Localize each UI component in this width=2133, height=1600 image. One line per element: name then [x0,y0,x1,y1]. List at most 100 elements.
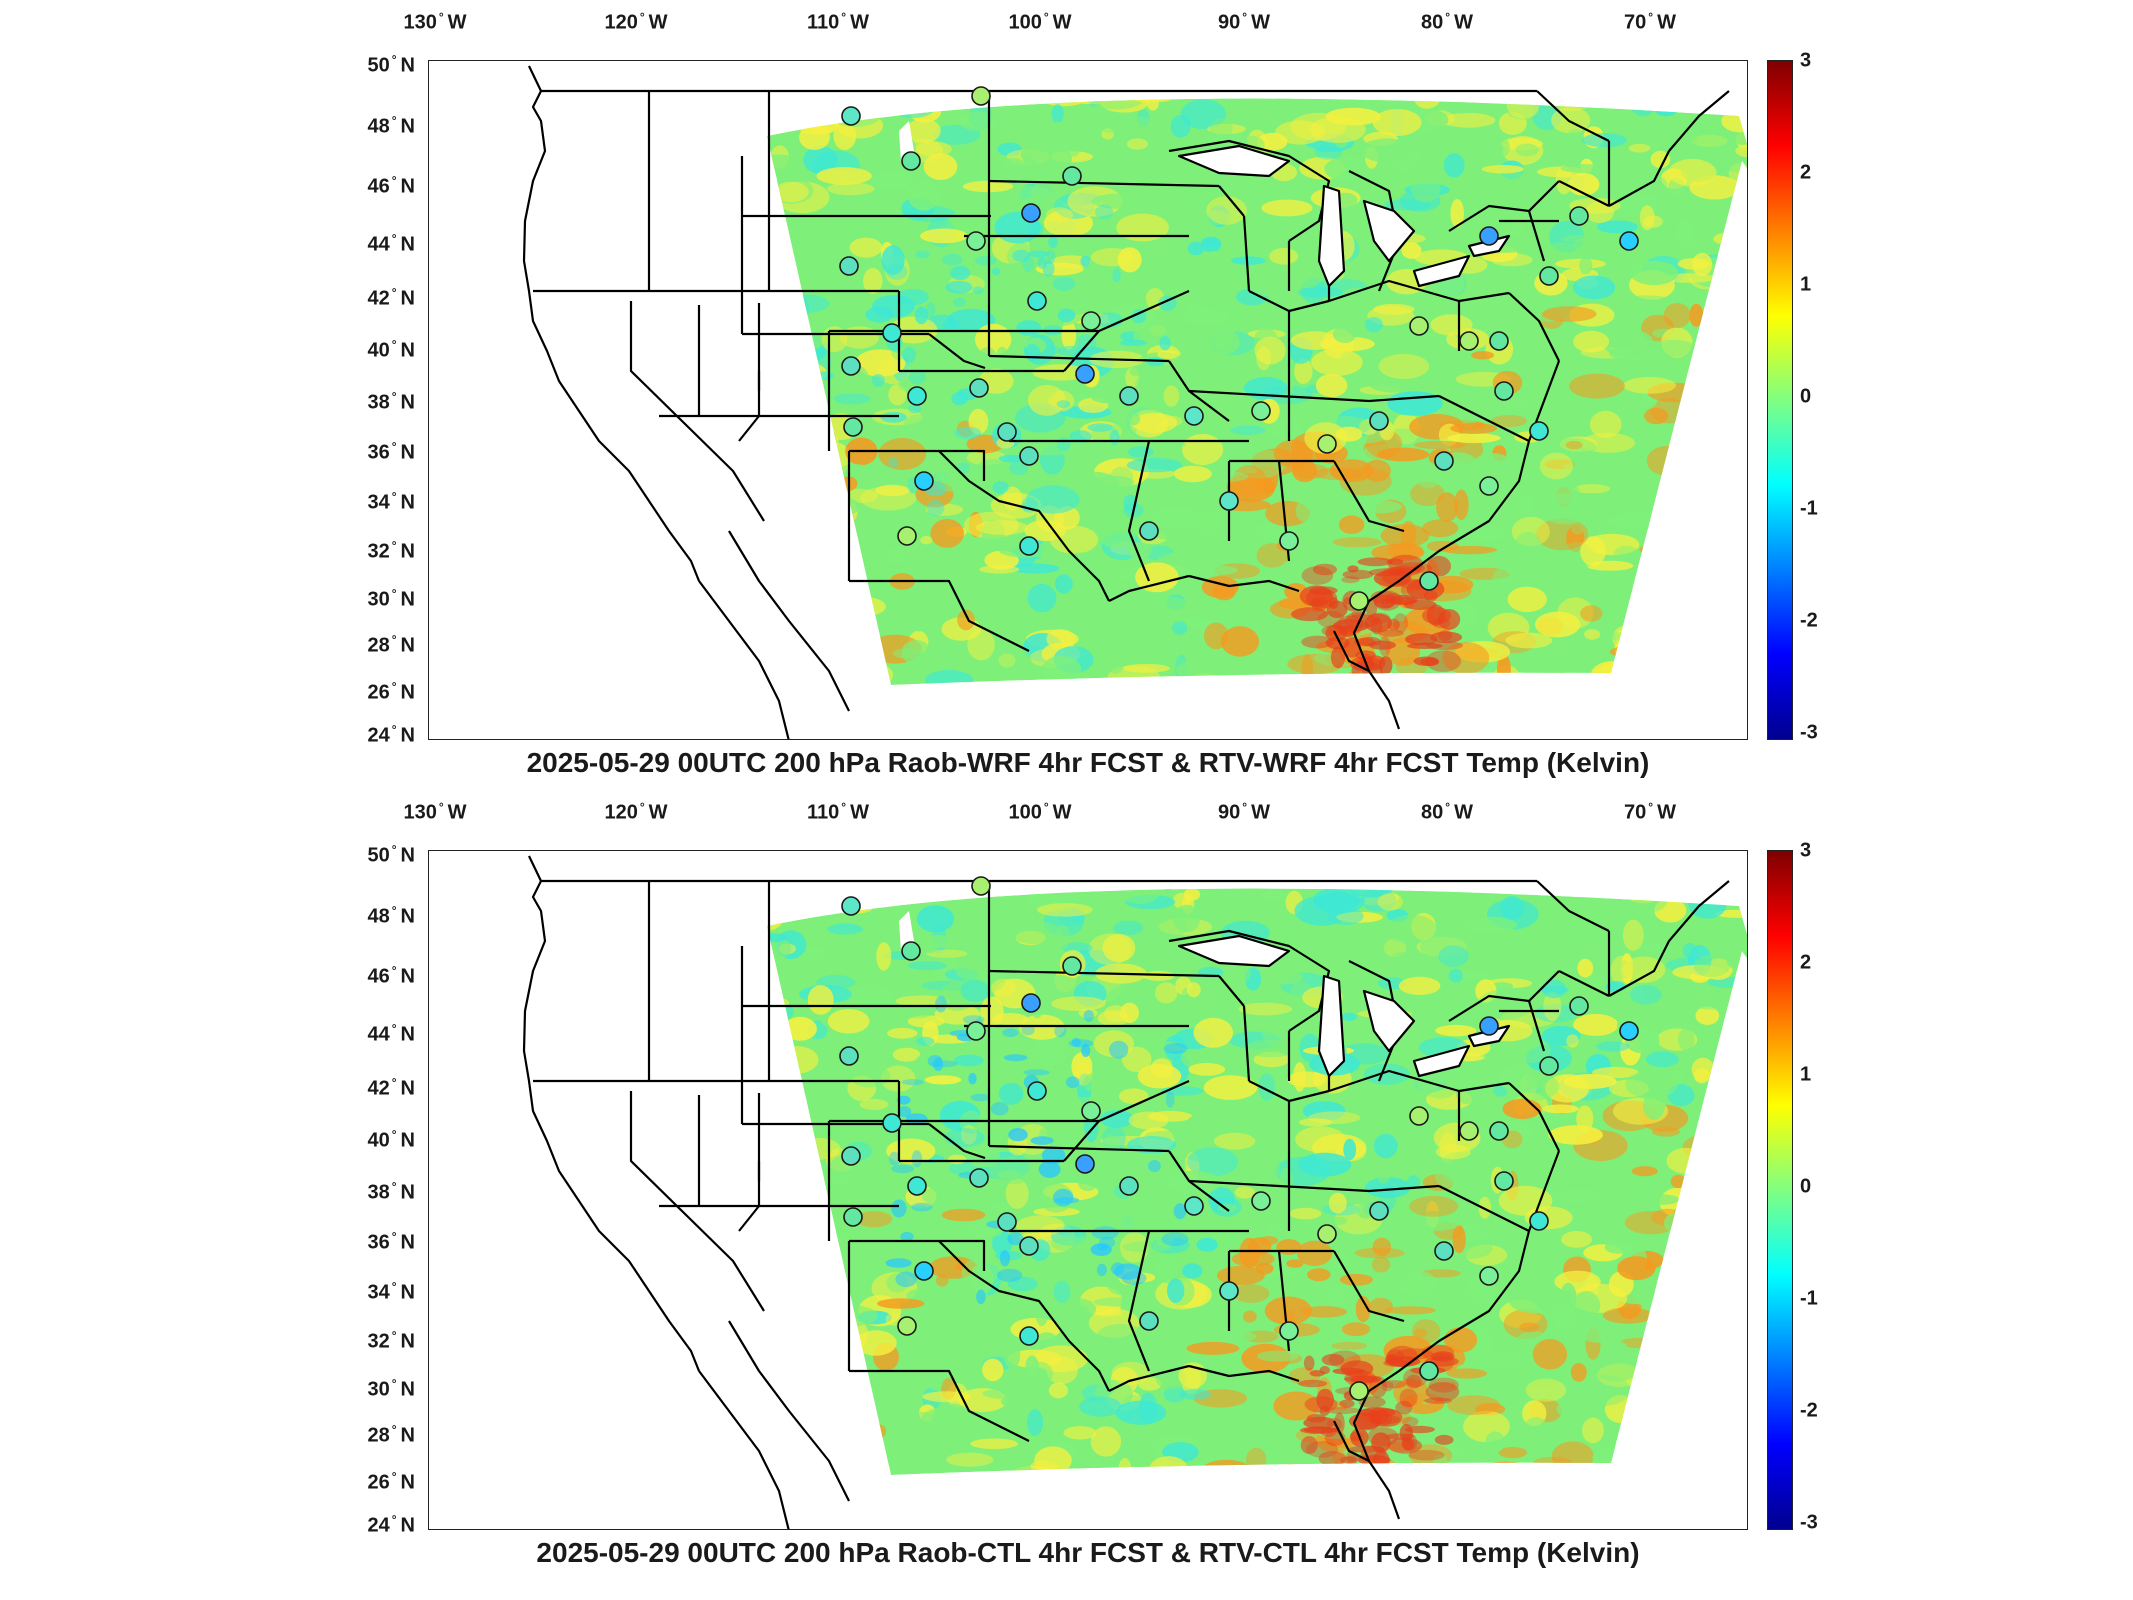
longitude-label: 100 ° W [1008,10,1072,34]
latitude-label: 32 ° N [367,1328,415,1353]
longitude-label: 70 ° W [1624,10,1676,34]
raob-station-marker [1434,1241,1454,1261]
latitude-label: 40 ° N [367,337,415,362]
raob-station-marker [1139,1311,1159,1331]
longitude-label: 120 ° W [604,800,668,824]
raob-station-marker [1019,1326,1039,1346]
raob-station-marker [1459,1121,1479,1141]
state-boundaries [522,65,1730,739]
raob-station-marker [1459,331,1479,351]
latitude-label: 34 ° N [367,489,415,514]
raob-station-marker [971,876,991,896]
longitude-label: 110 ° W [807,10,869,34]
raob-station-marker [1619,1021,1639,1041]
raob-station-marker [1619,231,1639,251]
longitude-label: 80 ° W [1421,800,1473,824]
raob-station-marker [1021,203,1041,223]
latitude-label: 46 ° N [367,963,415,988]
latitude-label: 48 ° N [367,113,415,138]
raob-station-marker [1369,411,1389,431]
raob-station-marker [1419,571,1439,591]
raob-station-marker [1489,1121,1509,1141]
map-title: 2025-05-29 00UTC 200 hPa Raob-WRF 4hr FC… [526,747,1650,778]
colorbar [1767,60,1793,740]
raob-station-marker [1119,386,1139,406]
raob-station-marker [1349,591,1369,611]
colorbar-tick-label: -2 [1800,609,1818,632]
state-boundaries [522,855,1730,1529]
latitude-label: 24 ° N [367,1512,415,1537]
raob-station-marker [841,1146,861,1166]
raob-station-marker [1139,521,1159,541]
raob-station-marker [1569,206,1589,226]
raob-station-marker [1251,401,1271,421]
raob-station-marker [1494,381,1514,401]
latitude-label: 42 ° N [367,1075,415,1100]
longitude-label: 90 ° W [1218,800,1270,824]
raob-station-marker [997,1212,1017,1232]
raob-station-marker [1369,1201,1389,1221]
raob-station-marker [971,86,991,106]
map-plot-area [428,60,1748,740]
raob-station-marker [1489,331,1509,351]
latitude-label: 32 ° N [367,538,415,563]
raob-station-marker [1027,291,1047,311]
raob-station-marker [897,1316,917,1336]
longitude-label: 130 ° W [403,800,467,824]
latitude-label: 50 ° N [367,52,415,77]
latitude-label: 30 ° N [367,1376,415,1401]
colorbar-tick-label: 0 [1800,385,1812,408]
colorbar-tick-label: -3 [1800,1511,1818,1534]
raob-station-marker [1539,266,1559,286]
map-svg [522,855,1747,1529]
latitude-label: 26 ° N [367,679,415,704]
latitude-label: 36 ° N [367,1229,415,1254]
colorbar-tick-label: -2 [1800,1399,1818,1422]
raob-station-marker [969,1168,989,1188]
raob-station-marker [1539,1056,1559,1076]
latitude-label: 28 ° N [367,1422,415,1447]
raob-station-marker [841,106,861,126]
raob-station-marker [1075,1154,1095,1174]
raob-station-marker [1019,1236,1039,1256]
raob-station-marker [839,256,859,276]
raob-station-marker [1317,1224,1337,1244]
colorbar-tick-label: 1 [1800,1063,1812,1086]
colorbar-tick-label: -1 [1800,1287,1818,1310]
raob-station-marker [1479,476,1499,496]
raob-station-marker [1219,1281,1239,1301]
raob-station-marker [901,941,921,961]
raob-station-marker [1279,531,1299,551]
raob-station-marker [1062,956,1082,976]
latitude-label: 50 ° N [367,842,415,867]
raob-station-marker [1021,993,1041,1013]
raob-station-marker [882,1113,902,1133]
raob-station-marker [1529,1211,1549,1231]
raob-station-marker [1062,166,1082,186]
latitude-label: 28 ° N [367,632,415,657]
raob-station-marker [1317,434,1337,454]
raob-station-marker [1019,446,1039,466]
colorbar-tick-label: -3 [1800,721,1818,744]
raob-station-marker [1219,491,1239,511]
raob-station-marker [1529,421,1549,441]
longitude-label: 110 ° W [807,800,869,824]
raob-station-marker [841,896,861,916]
raob-station-marker [1119,1176,1139,1196]
colorbar-tick-label: 0 [1800,1175,1812,1198]
colorbar-tick-label: -1 [1800,497,1818,520]
raob-station-marker [1279,1321,1299,1341]
latitude-label: 34 ° N [367,1279,415,1304]
longitude-label: 70 ° W [1624,800,1676,824]
raob-station-marker [1479,226,1499,246]
map-panel-2: 130 ° W 120 ° W 110 ° W 100 ° W 90 ° W 80 ° W 70 ° W 50 ° N 48 ° N… [0,790,2133,1590]
raob-station-marker [841,356,861,376]
raob-station-marker [1479,1266,1499,1286]
raob-station-marker [1479,1016,1499,1036]
raob-station-marker [914,471,934,491]
latitude-label: 26 ° N [367,1469,415,1494]
latitude-label: 44 ° N [367,231,415,256]
longitude-label: 90 ° W [1218,10,1270,34]
raob-station-marker [1419,1361,1439,1381]
raob-station-marker [1251,1191,1271,1211]
